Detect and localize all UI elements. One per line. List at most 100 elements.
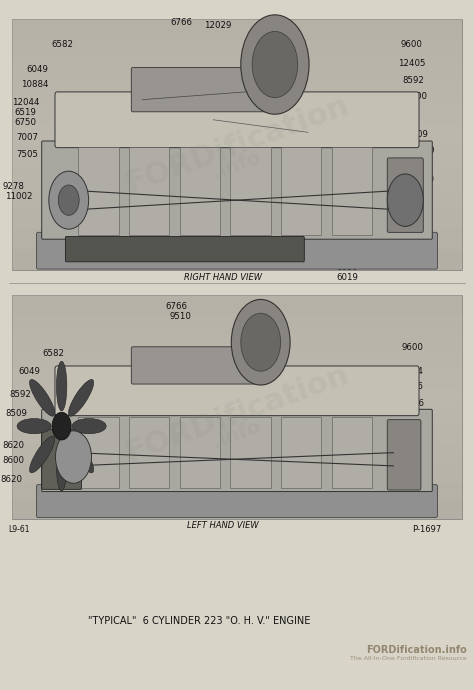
Bar: [12, 314, 462, 333]
Bar: [129, 417, 169, 488]
Text: 8620: 8620: [405, 188, 427, 198]
Text: 8592: 8592: [402, 76, 424, 86]
Text: 6019: 6019: [337, 273, 358, 282]
Bar: [12, 124, 462, 145]
Ellipse shape: [72, 419, 106, 434]
Text: 6519: 6519: [14, 108, 36, 117]
Bar: [12, 444, 462, 463]
FancyBboxPatch shape: [131, 68, 267, 112]
Bar: [332, 148, 372, 235]
Bar: [12, 61, 462, 82]
FancyBboxPatch shape: [42, 409, 432, 491]
Text: 8600: 8600: [405, 92, 427, 101]
Text: 12029: 12029: [204, 21, 231, 30]
Bar: [12, 103, 462, 124]
Ellipse shape: [29, 380, 55, 416]
Bar: [332, 417, 372, 488]
Bar: [78, 417, 118, 488]
Bar: [12, 208, 462, 228]
Bar: [281, 148, 321, 235]
Ellipse shape: [68, 436, 94, 473]
Text: 6266: 6266: [402, 399, 424, 408]
Circle shape: [252, 32, 298, 98]
Bar: [180, 148, 220, 235]
Text: 6675: 6675: [162, 248, 184, 258]
Text: 6758: 6758: [332, 504, 354, 514]
Text: 6675: 6675: [306, 509, 328, 519]
Bar: [12, 482, 462, 500]
Bar: [78, 148, 118, 235]
Bar: [12, 370, 462, 388]
Text: 6010: 6010: [280, 504, 301, 514]
Bar: [12, 40, 462, 61]
Text: 8620: 8620: [0, 475, 22, 484]
FancyBboxPatch shape: [387, 158, 423, 233]
Text: 6582: 6582: [43, 348, 64, 358]
Text: 12127: 12127: [302, 256, 330, 266]
Bar: [12, 187, 462, 208]
Text: 8592: 8592: [9, 390, 31, 400]
FancyBboxPatch shape: [55, 366, 419, 415]
Text: L9-61: L9-61: [9, 525, 30, 535]
Text: 6049: 6049: [26, 64, 48, 74]
Text: 12405: 12405: [398, 59, 426, 68]
Circle shape: [241, 15, 309, 115]
Bar: [230, 417, 271, 488]
Text: 8600: 8600: [2, 456, 24, 466]
FancyBboxPatch shape: [55, 92, 419, 148]
Text: 11002: 11002: [5, 192, 32, 201]
Text: 6766: 6766: [165, 302, 187, 311]
FancyBboxPatch shape: [42, 141, 432, 239]
Text: 8501: 8501: [407, 157, 428, 166]
Bar: [129, 148, 169, 235]
Text: .info: .info: [210, 417, 264, 452]
Text: 10130: 10130: [67, 509, 95, 519]
FancyBboxPatch shape: [387, 420, 421, 490]
FancyBboxPatch shape: [12, 19, 462, 270]
Ellipse shape: [56, 442, 67, 491]
Text: 6582: 6582: [52, 40, 73, 50]
Bar: [180, 417, 220, 488]
Text: 7007: 7007: [17, 133, 38, 143]
Text: 6750: 6750: [14, 117, 36, 127]
Ellipse shape: [68, 380, 94, 416]
Text: 8509: 8509: [6, 409, 27, 419]
Circle shape: [58, 185, 79, 215]
Circle shape: [55, 431, 91, 483]
Text: FORDification.info: FORDification.info: [366, 645, 467, 655]
Bar: [12, 426, 462, 444]
Text: 7505: 7505: [17, 150, 38, 159]
Text: 9426: 9426: [402, 382, 424, 391]
Text: FORDification: FORDification: [121, 360, 353, 468]
Bar: [12, 463, 462, 482]
Text: P-1697: P-1697: [412, 525, 442, 535]
Text: "TYPICAL"  6 CYLINDER 223 "O. H. V." ENGINE: "TYPICAL" 6 CYLINDER 223 "O. H. V." ENGI…: [88, 616, 310, 626]
Text: 9600: 9600: [402, 342, 424, 352]
Text: 8620: 8620: [2, 440, 24, 450]
Bar: [12, 351, 462, 370]
Bar: [12, 250, 462, 270]
Text: .info: .info: [210, 148, 264, 183]
Bar: [12, 333, 462, 351]
Text: 6737: 6737: [187, 248, 209, 258]
Text: 6049: 6049: [18, 366, 40, 376]
Text: 8509: 8509: [407, 130, 428, 139]
Text: 8115: 8115: [412, 495, 434, 505]
Text: 9600: 9600: [401, 40, 422, 50]
Text: 7505: 7505: [402, 435, 424, 445]
Ellipse shape: [56, 362, 67, 411]
Text: 8620: 8620: [412, 175, 434, 184]
Text: 7007: 7007: [402, 417, 424, 427]
Bar: [12, 82, 462, 103]
Bar: [12, 407, 462, 426]
Text: The All-In-One Fordification Resource: The All-In-One Fordification Resource: [350, 656, 467, 661]
Text: 6312: 6312: [322, 245, 344, 255]
Text: FORDification: FORDification: [121, 91, 353, 199]
FancyBboxPatch shape: [12, 295, 462, 519]
Text: 9278: 9278: [2, 181, 24, 191]
Text: RIGHT HAND VIEW: RIGHT HAND VIEW: [184, 273, 262, 282]
Circle shape: [241, 313, 281, 371]
Text: 9424: 9424: [402, 366, 424, 376]
Bar: [12, 500, 462, 519]
Bar: [12, 166, 462, 187]
